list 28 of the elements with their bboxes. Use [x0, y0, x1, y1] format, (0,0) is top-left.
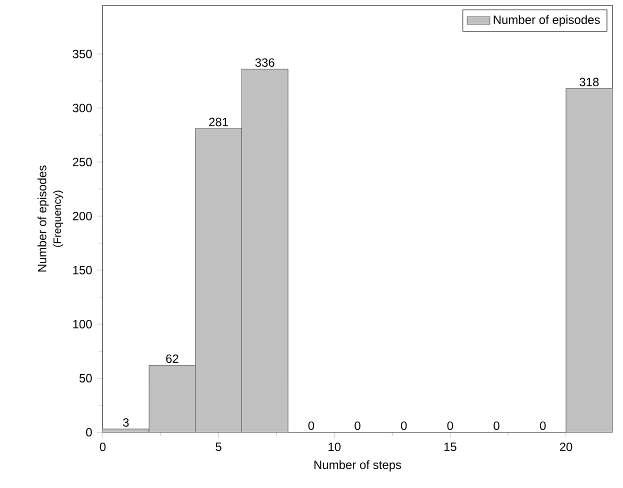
y-tick-label: 200	[72, 212, 92, 220]
y-tick-label: 150	[73, 266, 92, 274]
y-tick-label: 250	[72, 158, 92, 166]
y-tick-label: 300	[72, 104, 92, 112]
legend-label: Number of episodes	[494, 15, 600, 26]
data-label: 0	[447, 421, 454, 430]
data-label: 0	[540, 421, 546, 430]
data-label: 0	[354, 421, 360, 430]
x-tick-label: 10	[328, 442, 341, 452]
x-tick-label: 0	[100, 442, 106, 452]
data-label: 3	[123, 418, 129, 427]
y-tick-label: 50	[79, 374, 92, 382]
data-label: 0	[494, 421, 500, 430]
data-label: 62	[166, 354, 178, 363]
data-label: 281	[209, 118, 228, 126]
data-label: 336	[255, 58, 274, 67]
y-tick-label: 0	[86, 428, 92, 436]
text: (Frequency)	[53, 190, 64, 247]
data-label: 318	[580, 78, 599, 86]
y-tick-label: 100	[73, 320, 92, 328]
x-axis-title: Number of steps	[314, 460, 402, 472]
data-label: 0	[308, 421, 314, 430]
x-tick-label: 5	[216, 442, 222, 451]
x-tick-label: 15	[444, 442, 456, 451]
data-label: 0	[400, 421, 407, 430]
y-axis-title: Number of episodes	[38, 165, 49, 272]
x-tick-label: 20	[560, 442, 572, 452]
y-tick-label: 350	[72, 50, 92, 58]
